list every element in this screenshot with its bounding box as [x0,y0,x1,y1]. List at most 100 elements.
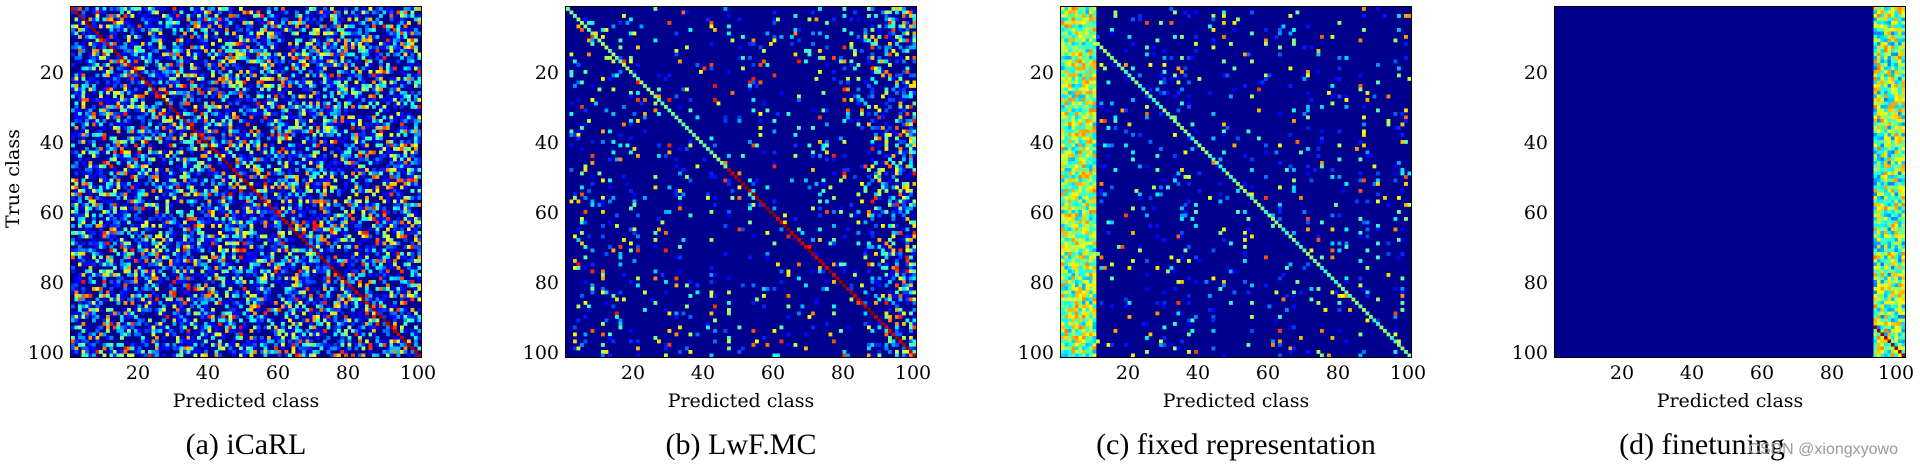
heatmap-cell [134,52,138,57]
heatmap-cell [183,290,187,295]
heatmap-cell [190,49,194,53]
heatmap-cell [358,49,362,53]
heatmap-cell [246,255,250,260]
heatmap-cell [309,280,313,284]
heatmap-cell [246,10,250,15]
heatmap-cell [267,290,271,295]
heatmap-cell [277,73,282,78]
heatmap-cell [235,294,240,298]
heatmap-cell [326,283,331,288]
heatmap-cell [183,94,187,99]
heatmap-cell [123,241,128,246]
heatmap-cell [144,52,149,57]
heatmap-cell [109,224,114,228]
heatmap-cell [316,143,320,148]
heatmap-cell [407,245,411,249]
heatmap-cell [375,7,380,11]
heatmap-cell [71,210,75,214]
heatmap-cell [92,213,96,218]
heatmap-cell [316,31,320,36]
heatmap-cell [71,287,75,291]
heatmap-cell [200,80,205,85]
heatmap-cell [207,203,212,207]
heatmap-cell [316,112,320,116]
heatmap-cell [417,196,421,200]
heatmap-cell [109,297,114,302]
heatmap-cell [179,182,184,186]
heatmap-cell [95,196,100,200]
heatmap-cell [389,161,394,165]
heatmap-cell [372,119,376,123]
heatmap-cell [130,185,135,190]
heatmap-cell [127,105,131,109]
heatmap-cell [148,157,152,162]
heatmap-cell [228,266,233,270]
heatmap-cell [239,248,243,253]
heatmap-cell [281,248,285,253]
heatmap-cell [228,154,233,158]
heatmap-cell [179,42,184,46]
heatmap-cell [246,147,250,151]
heatmap-cell [267,31,271,36]
heatmap-cell [407,168,411,172]
heatmap-cell [162,150,166,155]
heatmap-cell [228,84,233,88]
heatmap-cell [95,224,100,228]
heatmap-cell [239,42,243,46]
heatmap-cell [176,59,180,64]
heatmap-cell [186,318,191,323]
heatmap-cell [218,112,222,116]
heatmap-cell [130,248,135,253]
heatmap-cell [312,280,317,284]
heatmap-cell [148,168,152,172]
heatmap-cell [347,234,352,239]
heatmap-cell [365,66,369,71]
heatmap-cell [71,213,75,218]
heatmap-cell [396,38,401,43]
heatmap-cell [400,157,404,162]
heatmap-cell [113,105,117,109]
heatmap-cell [309,245,313,249]
heatmap-cell [204,101,208,106]
heatmap-cell [92,59,96,64]
heatmap-cell [204,189,208,193]
heatmap-cell [113,14,117,18]
heatmap-cell [288,175,292,179]
heatmap-cell [200,203,205,207]
heatmap-cell [270,318,275,323]
heatmap-cell [197,238,201,242]
heatmap-cell [123,70,128,74]
heatmap-cell [211,80,215,85]
heatmap-cell [137,108,142,113]
heatmap-cell [267,84,271,88]
heatmap-cell [228,21,233,25]
heatmap-cell [232,234,236,239]
heatmap-cell [137,56,142,60]
heatmap-cell [284,66,289,71]
heatmap-cell [78,224,82,228]
heatmap-cell [78,234,82,239]
heatmap-cell [113,98,117,102]
heatmap-cell [277,59,282,64]
heatmap-cell [106,38,110,43]
heatmap-cell [228,49,233,53]
heatmap-cell [239,175,243,179]
heatmap-cell [85,80,89,85]
heatmap-cell [186,38,191,43]
heatmap-cell [410,38,415,43]
heatmap-cell [158,276,163,281]
heatmap-cell [330,294,334,298]
heatmap-cell [400,112,404,116]
heatmap-cell [169,115,173,120]
heatmap-cell [246,87,250,92]
heatmap-cell [302,80,306,85]
heatmap-cell [305,63,310,67]
heatmap-cell [179,308,184,312]
heatmap-cell [340,115,345,120]
heatmap-cell [375,224,380,228]
heatmap-cell [214,21,219,25]
heatmap-cell [190,70,194,74]
heatmap-cell [109,206,114,211]
heatmap-cell [305,199,310,204]
heatmap-cell [361,157,366,162]
